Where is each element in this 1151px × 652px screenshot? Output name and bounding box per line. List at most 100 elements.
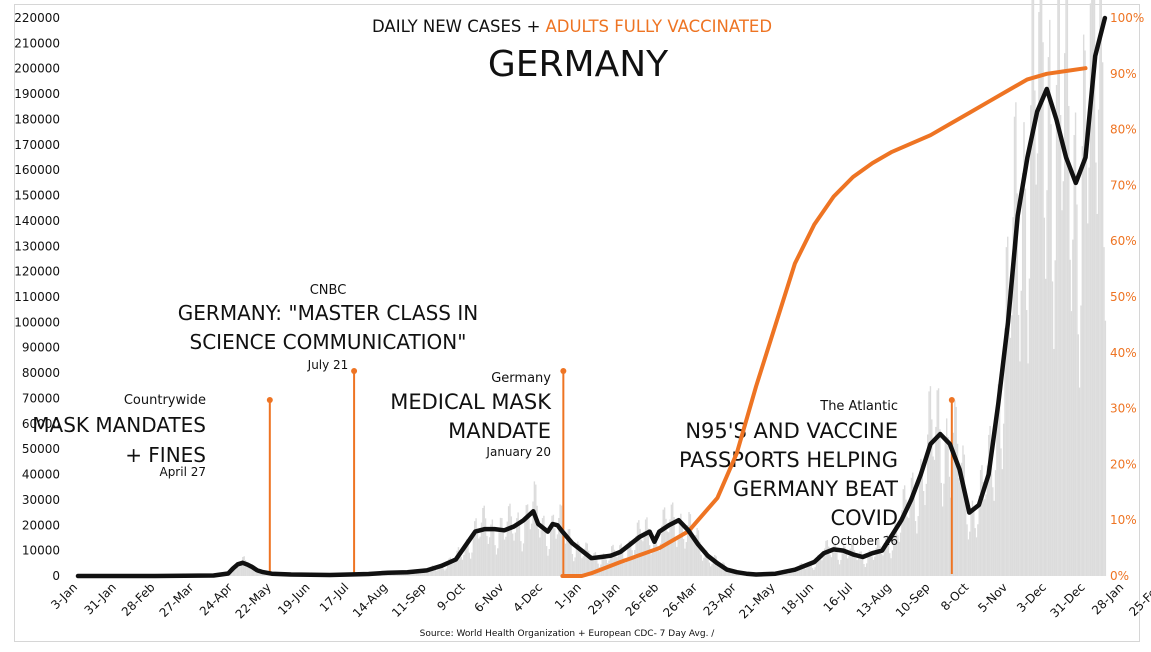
x-tick-label: 31-Jan	[82, 580, 119, 617]
daily-bar	[506, 521, 508, 576]
daily-bar	[1097, 109, 1100, 576]
daily-bar	[992, 487, 994, 576]
daily-bar	[845, 553, 848, 576]
annotation-headline: N95'S AND VACCINE	[685, 419, 898, 443]
daily-bar	[593, 553, 595, 576]
daily-bar	[691, 527, 693, 576]
daily-bar	[1076, 204, 1078, 576]
daily-bar	[669, 519, 671, 576]
daily-bar	[1049, 19, 1051, 577]
annotation-headline: MANDATE	[448, 419, 551, 443]
y-left-tick-label: 170000	[14, 138, 60, 152]
daily-bar	[604, 554, 606, 576]
daily-bar	[712, 558, 715, 576]
daily-bar	[1026, 310, 1028, 576]
daily-bar	[790, 570, 792, 576]
daily-bar	[940, 482, 942, 576]
annotation-headline: SCIENCE COMMUNICATION"	[190, 330, 467, 354]
daily-bar	[568, 528, 571, 576]
daily-bar	[509, 503, 511, 576]
daily-bar	[503, 539, 506, 576]
y-left-tick-label: 150000	[14, 189, 60, 203]
daily-bar	[998, 401, 1001, 576]
daily-bar	[518, 522, 521, 576]
daily-bar	[520, 541, 522, 576]
daily-bar	[247, 567, 249, 576]
y-left-tick-label: 50000	[22, 442, 60, 456]
daily-bar	[960, 462, 963, 576]
daily-bar	[232, 569, 235, 576]
daily-bar	[727, 572, 730, 576]
daily-bar	[541, 518, 544, 576]
daily-bar	[950, 497, 952, 576]
daily-bar	[927, 434, 929, 576]
daily-bar	[554, 528, 556, 576]
daily-bar	[952, 432, 955, 576]
daily-bar	[483, 505, 485, 576]
daily-bar	[857, 556, 860, 576]
chart-title: DAILY NEW CASES + ADULTS FULLY VACCINATED	[372, 17, 772, 36]
daily-bar	[701, 560, 704, 576]
daily-bar	[235, 564, 237, 576]
daily-bar	[955, 406, 957, 576]
daily-bar	[476, 528, 479, 576]
daily-bar	[263, 573, 266, 576]
daily-bar	[977, 524, 979, 576]
daily-bar	[1087, 223, 1089, 576]
daily-bar	[638, 520, 640, 576]
daily-bar	[545, 546, 548, 576]
daily-bar	[993, 500, 995, 576]
daily-bar	[876, 540, 879, 576]
daily-bar	[853, 550, 856, 576]
daily-bars-layer	[208, 0, 1107, 577]
x-tick-label: 24-Apr	[197, 580, 235, 618]
x-tick-label: 13-Aug	[854, 580, 894, 620]
y-left-tick-label: 100000	[14, 315, 60, 329]
daily-bar	[666, 531, 669, 576]
daily-bar	[1047, 57, 1050, 576]
y-left-tick-label: 80000	[22, 366, 60, 380]
daily-bar	[710, 566, 712, 576]
daily-bar	[1081, 146, 1084, 576]
daily-bar	[922, 490, 925, 576]
daily-bar	[539, 537, 541, 576]
daily-bar	[932, 456, 934, 576]
daily-bar	[433, 566, 435, 576]
daily-bar	[954, 400, 956, 576]
x-tick-label: 16-Jul	[821, 580, 855, 614]
daily-bar	[497, 548, 499, 576]
daily-bar	[505, 536, 507, 576]
daily-bar	[532, 501, 534, 576]
daily-bar	[928, 391, 930, 576]
y-left-tick-label: 130000	[14, 239, 60, 253]
daily-bar	[525, 505, 527, 576]
daily-bar	[682, 539, 685, 576]
daily-bar	[1062, 181, 1065, 576]
daily-bar	[925, 483, 928, 576]
daily-bar	[1034, 90, 1036, 576]
daily-bar	[678, 521, 681, 576]
daily-bar	[837, 559, 839, 576]
daily-bar	[884, 538, 887, 576]
daily-bar	[975, 537, 978, 576]
y-right-tick-label: 80%	[1110, 123, 1137, 137]
daily-bar	[674, 537, 677, 576]
daily-bar	[484, 518, 487, 576]
daily-bar	[578, 544, 580, 576]
daily-bar	[1080, 305, 1082, 576]
daily-bar	[819, 557, 822, 576]
daily-bar	[982, 481, 985, 576]
daily-bar	[570, 539, 572, 576]
daily-bar	[417, 572, 419, 576]
daily-bar	[833, 544, 835, 576]
daily-bar	[592, 558, 594, 576]
daily-bar	[737, 573, 739, 576]
daily-bar	[946, 418, 948, 576]
y-left-tick-label: 180000	[14, 112, 60, 126]
daily-bar	[521, 551, 523, 576]
daily-bar	[988, 434, 990, 576]
daily-bar	[989, 425, 991, 576]
daily-bar	[1004, 328, 1006, 576]
daily-bar	[684, 548, 686, 576]
